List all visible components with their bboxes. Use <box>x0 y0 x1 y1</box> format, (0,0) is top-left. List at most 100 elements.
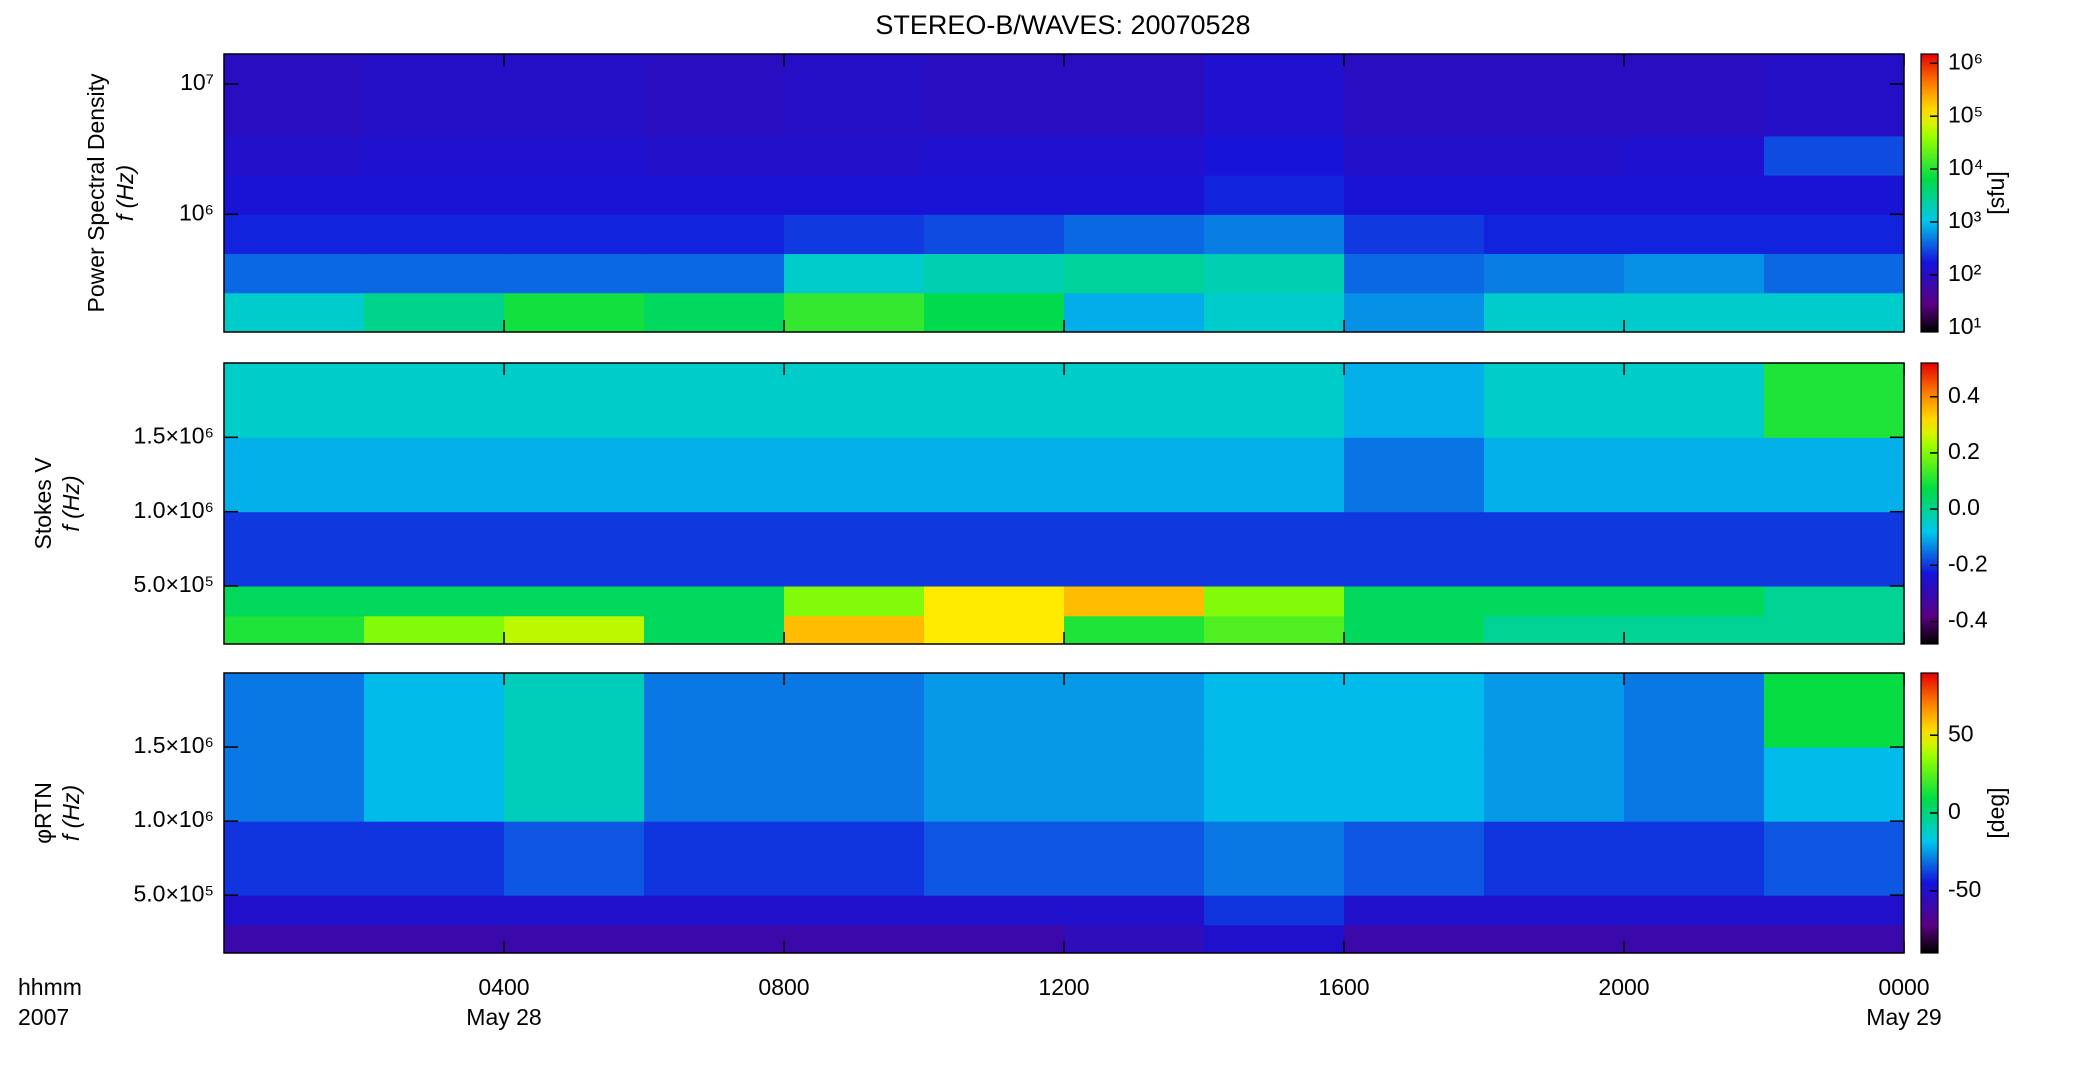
heatmap-cell <box>1064 747 1205 822</box>
heatmap-cell <box>1484 511 1625 587</box>
heatmap-cell <box>364 747 505 822</box>
heatmap-cell <box>1204 821 1345 896</box>
heatmap-cell <box>784 615 925 645</box>
heatmap-cell <box>504 895 645 926</box>
heatmap-cell <box>644 511 785 587</box>
colorbar-tick-label: 0 <box>1948 798 1961 824</box>
heatmap-cell <box>364 511 505 587</box>
heatmap-cell <box>1764 511 1905 587</box>
heatmap-cell <box>1204 54 1345 137</box>
heatmap-cell <box>1624 673 1765 748</box>
heatmap-cell <box>1064 54 1205 137</box>
heatmap-cell <box>644 821 785 896</box>
colorbar-label: [deg] <box>1983 787 2009 838</box>
x-tick-label: 2000 <box>1598 974 1649 1000</box>
heatmap-cell <box>1624 615 1765 645</box>
colorbar-tick-label: 10⁴ <box>1948 154 1983 180</box>
heatmap-cell <box>364 292 505 333</box>
colorbar <box>1920 362 1939 645</box>
heatmap-cell <box>1764 437 1905 513</box>
heatmap-cell <box>1344 821 1485 896</box>
heatmap-cell <box>1204 253 1345 294</box>
heatmap-cell <box>1484 253 1625 294</box>
chart-title: STEREO-B/WAVES: 20070528 <box>875 10 1250 40</box>
heatmap-cell <box>224 292 365 333</box>
heatmap-cell <box>1624 821 1765 896</box>
heatmap-cell <box>364 821 505 896</box>
heatmap-cell <box>644 586 785 617</box>
heatmap-cell <box>924 615 1065 645</box>
heatmap-cell <box>1484 821 1625 896</box>
heatmap-cell <box>644 673 785 748</box>
heatmap-cell <box>224 673 365 748</box>
heatmap-cell <box>504 673 645 748</box>
heatmap-cell <box>1064 821 1205 896</box>
heatmap-cell <box>1764 135 1905 176</box>
heatmap-cell <box>924 924 1065 954</box>
heatmap-cell <box>364 135 505 176</box>
heatmap-cell <box>364 615 505 645</box>
colorbar-tick-label: 0.0 <box>1948 494 1980 520</box>
heatmap-cell <box>224 924 365 954</box>
heatmap-cell <box>224 363 365 438</box>
y-tick-label: 10⁷ <box>180 69 214 95</box>
heatmap-cell <box>1064 437 1205 513</box>
heatmap-cell <box>224 214 365 255</box>
x-tick-label: 0000 <box>1878 974 1929 1000</box>
heatmap-cell <box>1344 673 1485 748</box>
heatmap-cell <box>224 437 365 513</box>
colorbar-tick-label: 50 <box>1948 720 1974 746</box>
heatmap-cell <box>644 363 785 438</box>
heatmap-cell <box>644 895 785 926</box>
heatmap-cell <box>1764 615 1905 645</box>
heatmap-cell <box>1764 175 1905 215</box>
y-tick-label: 1.5×10⁶ <box>134 422 214 448</box>
heatmap-cell <box>924 54 1065 137</box>
heatmap-cell <box>924 747 1065 822</box>
heatmap-cell <box>364 924 505 954</box>
heatmap-cell <box>1484 673 1625 748</box>
heatmap-cell <box>504 54 645 137</box>
heatmap-cell <box>364 437 505 513</box>
y-axis-title: f (Hz) <box>112 165 138 221</box>
heatmap-cell <box>1344 253 1485 294</box>
heatmap-cell <box>224 511 365 587</box>
y-axis-title: f (Hz) <box>58 475 84 531</box>
heatmap-cell <box>364 895 505 926</box>
colorbar-tick-label: 10⁵ <box>1948 101 1983 127</box>
heatmap-cell <box>784 586 925 617</box>
heatmap-cell <box>224 821 365 896</box>
heatmap-cell <box>1204 437 1345 513</box>
heatmap-cell <box>924 292 1065 333</box>
colorbar-tick-label: 10⁶ <box>1948 48 1983 74</box>
heatmap-cell <box>784 135 925 176</box>
heatmap-cell <box>504 292 645 333</box>
y-tick-label: 5.0×10⁵ <box>133 880 214 906</box>
heatmap-cell <box>1624 363 1765 438</box>
heatmap-cell <box>1064 615 1205 645</box>
heatmap-cell <box>1484 747 1625 822</box>
colorbar-tick-label: -50 <box>1948 876 1981 902</box>
heatmap-cell <box>504 253 645 294</box>
heatmap-cell <box>1344 747 1485 822</box>
colorbar-label: [sfu] <box>1983 171 2009 214</box>
heatmap-cell <box>784 673 925 748</box>
heatmap-cell <box>1344 214 1485 255</box>
heatmap-cell <box>364 586 505 617</box>
heatmap-cell <box>504 511 645 587</box>
heatmap-cell <box>1344 895 1485 926</box>
heatmap-cell <box>1344 135 1485 176</box>
x-tick-label: 1200 <box>1038 974 1089 1000</box>
colorbar-tick-label: -0.2 <box>1948 550 1988 576</box>
heatmap-cell <box>924 253 1065 294</box>
heatmap-cell <box>1344 437 1485 513</box>
heatmap-cell <box>364 253 505 294</box>
heatmap-cell <box>224 175 365 215</box>
y-tick-label: 1.5×10⁶ <box>134 732 214 758</box>
heatmap-cell <box>1204 292 1345 333</box>
heatmap-cell <box>1484 135 1625 176</box>
heatmap-cell <box>1344 363 1485 438</box>
heatmap-cell <box>784 292 925 333</box>
heatmap-cell <box>1204 214 1345 255</box>
